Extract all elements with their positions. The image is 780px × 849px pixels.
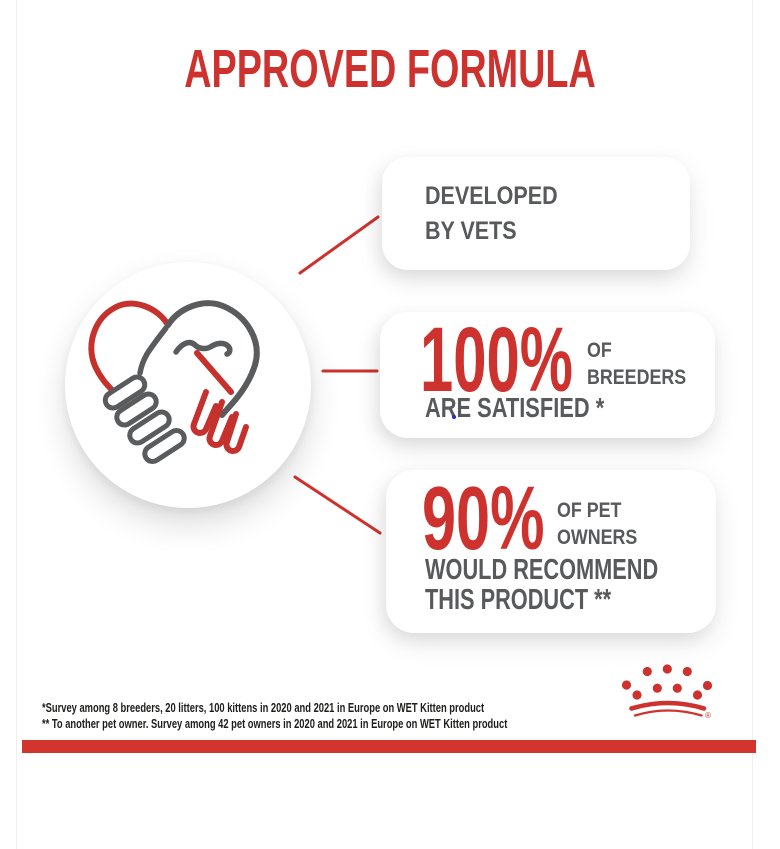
stat-100-qualifier: OF BREEDERS (587, 337, 686, 391)
stat-90-qualifier: OF PET OWNERS (557, 497, 637, 551)
page-title: APPROVED FORMULA (184, 39, 596, 99)
qualifier-line-breeders: BREEDERS (587, 366, 687, 389)
connector-line-vets (298, 215, 380, 275)
royal-canin-crown-icon: ® (621, 664, 713, 720)
callout-card-owners (386, 470, 716, 633)
page-edge-right (752, 0, 753, 849)
page-title-row: APPROVED FORMULA (0, 42, 780, 96)
callout-card-vets (382, 157, 690, 270)
footnote-line-2: ** To another pet owner. Survey among 42… (42, 715, 508, 731)
callout-owners-line-1: WOULD RECOMMEND (425, 554, 659, 586)
blue-marker-dot (452, 415, 456, 419)
callout-vets-text: DEVELOPED BY VETS (425, 179, 558, 249)
stat-90-percent: 90% (422, 469, 545, 569)
qualifier-line-owners: OWNERS (557, 526, 638, 549)
registered-trademark-symbol: ® (705, 711, 711, 720)
stat-100-percent: 100% (420, 309, 573, 411)
footnotes: *Survey among 8 breeders, 20 litters, 10… (42, 700, 507, 731)
heart-handshake-icon (88, 300, 260, 465)
qualifier-line-of-pet: OF PET (557, 499, 622, 522)
connector-line-owners (293, 475, 382, 535)
callout-vets-line-1: DEVELOPED (425, 182, 558, 210)
bottom-red-bar (22, 740, 756, 753)
callout-card-breeders (380, 312, 715, 438)
callout-owners-line-2: THIS PRODUCT ** (425, 584, 612, 616)
callout-owners-text: WOULD RECOMMEND THIS PRODUCT ** (425, 555, 658, 615)
callout-vets-line-2: BY VETS (425, 217, 517, 245)
qualifier-line-of: OF (587, 339, 612, 362)
page-edge-left (16, 0, 17, 849)
footnote-line-1: *Survey among 8 breeders, 20 litters, 10… (42, 700, 485, 715)
